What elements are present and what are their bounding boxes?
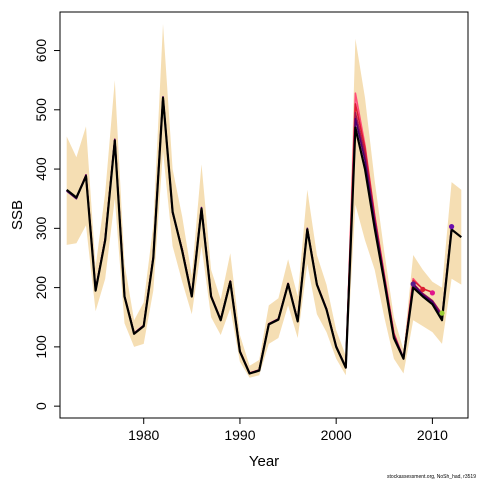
x-tick-label-1990: 1990 <box>224 427 255 443</box>
series-line-0 <box>66 96 462 375</box>
series-line-2 <box>66 96 443 374</box>
y-tick-label-400: 400 <box>33 157 49 181</box>
x-tick-label-2010: 2010 <box>417 427 448 443</box>
y-axis: 0 100 200 300 400 500 600 <box>33 39 60 410</box>
marker-layer <box>410 224 455 316</box>
y-tick-label-600: 600 <box>33 39 49 63</box>
y-tick-label-100: 100 <box>33 335 49 359</box>
series-layer <box>66 92 462 375</box>
y-tick-label-0: 0 <box>33 402 49 410</box>
x-axis-title: Year <box>249 453 279 470</box>
y-tick-label-200: 200 <box>33 276 49 300</box>
confidence-band-layer <box>66 23 462 378</box>
x-axis: 1980 1990 2000 2010 <box>128 418 448 443</box>
terminal-point-2009 <box>420 286 426 292</box>
y-axis-title: SSB <box>9 200 26 230</box>
x-tick-label-1980: 1980 <box>128 427 159 443</box>
plot-frame <box>59 11 469 419</box>
y-tick-label-500: 500 <box>33 98 49 122</box>
credit-text: stockassessment.org, NoSh_had, r3519 <box>387 474 476 480</box>
terminal-point-2012 <box>449 224 455 230</box>
terminal-point-2010 <box>429 290 435 296</box>
y-tick-label-300: 300 <box>33 216 49 240</box>
terminal-point-2011 <box>439 310 445 316</box>
x-tick-label-2000: 2000 <box>321 427 352 443</box>
confidence-band <box>66 23 462 378</box>
terminal-point-2008 <box>410 281 416 287</box>
